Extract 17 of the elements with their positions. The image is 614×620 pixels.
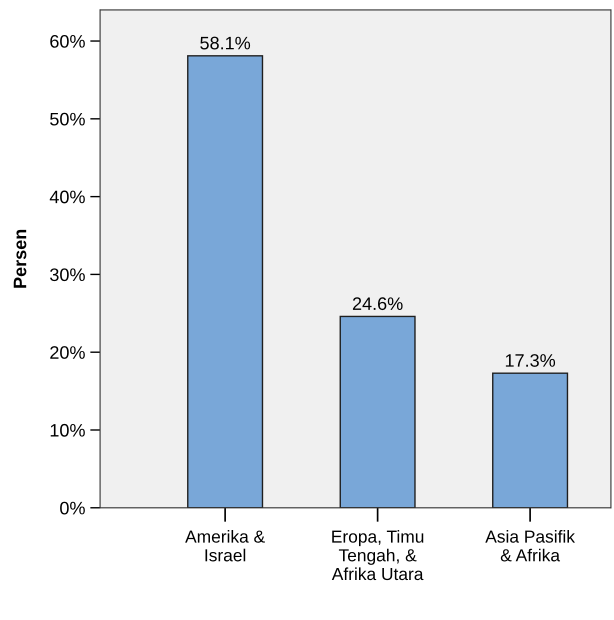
- y-tick-label: 10%: [50, 424, 85, 437]
- y-tick-label: 20%: [50, 346, 85, 359]
- x-tick-label: Amerika & Israel: [185, 530, 265, 562]
- y-tick-label: 0%: [60, 502, 85, 514]
- data-label: 17.3%: [506, 354, 556, 367]
- bar: [187, 55, 264, 508]
- y-axis-title: Persen: [14, 230, 26, 288]
- y-tick-label: 40%: [50, 190, 85, 204]
- data-label: 58.1%: [200, 36, 250, 50]
- y-tick-label: 60%: [50, 34, 85, 48]
- y-tick-label: 50%: [50, 112, 85, 126]
- x-tick-label: Eropa, Timu Tengah, & Afrika Utara: [332, 530, 424, 580]
- bar: [340, 316, 416, 508]
- data-label: 24.6%: [352, 297, 403, 310]
- bar: [492, 372, 568, 508]
- y-tick-label: 30%: [50, 268, 85, 282]
- x-tick-label: Asia Pasifik & Afrika: [485, 530, 575, 562]
